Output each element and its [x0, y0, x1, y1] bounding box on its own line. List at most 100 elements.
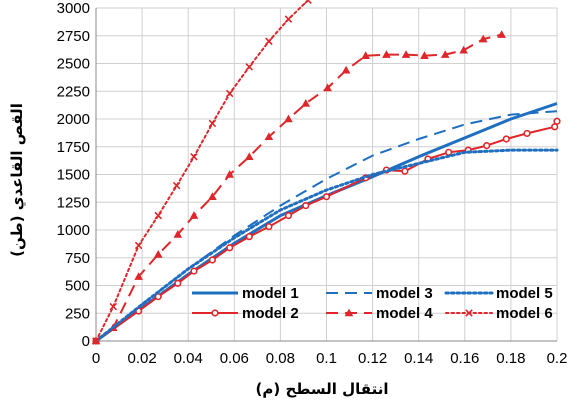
legend-label: model 1 — [242, 285, 299, 302]
y-axis-title: القص القاعدي (طن) — [8, 103, 27, 257]
data-point — [322, 193, 331, 201]
legend-label: model 5 — [496, 285, 553, 302]
y-tick-label: 2750 — [57, 28, 90, 45]
legend-label: model 3 — [376, 285, 433, 302]
legend-entry: model 1 — [192, 285, 299, 302]
data-point — [226, 244, 234, 252]
x-axis-title: انتقال السطح (م) — [256, 380, 389, 398]
data-point — [302, 201, 310, 210]
y-tick-label: 0 — [82, 333, 90, 350]
legend-label: model 2 — [242, 305, 299, 322]
data-point — [445, 148, 453, 156]
series-line — [94, 148, 559, 343]
data-point — [173, 230, 183, 238]
data-point — [478, 34, 488, 43]
data-point — [225, 170, 234, 178]
x-tick-label: 0.2 — [547, 350, 568, 367]
y-tick-label: 500 — [65, 278, 90, 295]
series-model-5 — [94, 148, 559, 343]
data-point — [265, 37, 273, 46]
y-tick-label: 3000 — [57, 0, 90, 17]
y-tick-label: 1750 — [57, 139, 90, 156]
data-point — [208, 119, 217, 128]
x-tick-label: 0.14 — [404, 350, 433, 367]
data-point — [134, 241, 143, 250]
y-tick-label: 2500 — [57, 56, 90, 73]
data-point — [92, 337, 100, 345]
y-tick-label: 750 — [65, 250, 90, 267]
legend-marker — [344, 308, 354, 317]
data-point — [553, 117, 561, 125]
x-tick-label: 0.06 — [220, 350, 249, 367]
data-point — [440, 50, 450, 58]
y-tick-label: 1500 — [57, 167, 90, 184]
data-point — [153, 249, 163, 258]
data-point — [189, 211, 199, 219]
data-point — [301, 99, 311, 107]
series-line — [95, 33, 502, 342]
data-point — [190, 267, 198, 275]
data-point — [134, 272, 143, 280]
legend-entry: model 4 — [326, 305, 433, 322]
y-tick-label: 2000 — [57, 111, 90, 128]
x-tick-label: 0.18 — [496, 350, 525, 367]
tick-labels: 0 0.02 0.04 0.06 0.08 0.1 0.12 0.14 0.16 0.18 0.2 0… — [57, 0, 568, 367]
x-tick-label: 0.16 — [450, 350, 479, 367]
data-point — [172, 181, 181, 190]
legend-label: model 4 — [376, 305, 433, 322]
data-point — [483, 142, 491, 150]
legend-entry: model 6 — [445, 305, 553, 322]
data-point — [208, 192, 217, 200]
x-tick-label: 0 — [92, 350, 100, 367]
data-point — [361, 51, 370, 60]
x-tick-label: 0.12 — [358, 350, 387, 367]
series-model-2 — [92, 117, 561, 345]
legend: model 1 model 3 model 5 model 2 model 4 model… — [192, 285, 553, 322]
data-point — [284, 211, 293, 220]
axes — [95, 8, 557, 342]
data-point — [497, 30, 506, 38]
y-tick-label: 1250 — [57, 194, 90, 211]
data-point — [109, 302, 118, 311]
series-line — [95, 0, 310, 342]
legend-label: model 6 — [496, 305, 553, 322]
data-point — [154, 211, 163, 220]
data-point — [304, 0, 312, 4]
data-point — [401, 50, 411, 58]
y-tick-label: 1000 — [57, 222, 90, 239]
series-model-4 — [91, 30, 506, 345]
data-point — [208, 256, 217, 264]
data-point — [551, 123, 559, 131]
legend-entry: model 2 — [192, 305, 299, 322]
legend-entry: model 3 — [326, 285, 433, 302]
legend-marker — [465, 309, 473, 317]
data-point — [264, 132, 274, 141]
data-point — [190, 152, 198, 161]
data-point — [341, 65, 351, 74]
data-point — [401, 167, 409, 175]
data-point — [459, 45, 468, 54]
x-tick-label: 0.08 — [266, 350, 295, 367]
data-point — [245, 63, 254, 71]
series-model-6 — [92, 0, 312, 345]
x-tick-label: 0.02 — [127, 350, 156, 367]
data-point — [420, 51, 429, 60]
x-tick-label: 0.1 — [316, 350, 337, 367]
data-point — [265, 223, 273, 231]
data-point — [225, 89, 234, 98]
y-tick-label: 2250 — [57, 83, 90, 100]
series-group — [91, 0, 561, 345]
y-tick-label: 250 — [65, 305, 90, 322]
legend-entry: model 5 — [444, 285, 553, 302]
data-point — [502, 135, 510, 143]
data-point — [284, 114, 293, 123]
x-tick-label: 0.04 — [174, 350, 203, 367]
data-point — [245, 152, 254, 161]
data-point — [323, 83, 332, 92]
data-point — [382, 50, 391, 58]
data-point — [284, 15, 293, 23]
data-point — [245, 233, 253, 241]
data-point — [523, 129, 531, 138]
legend-marker — [211, 309, 219, 317]
